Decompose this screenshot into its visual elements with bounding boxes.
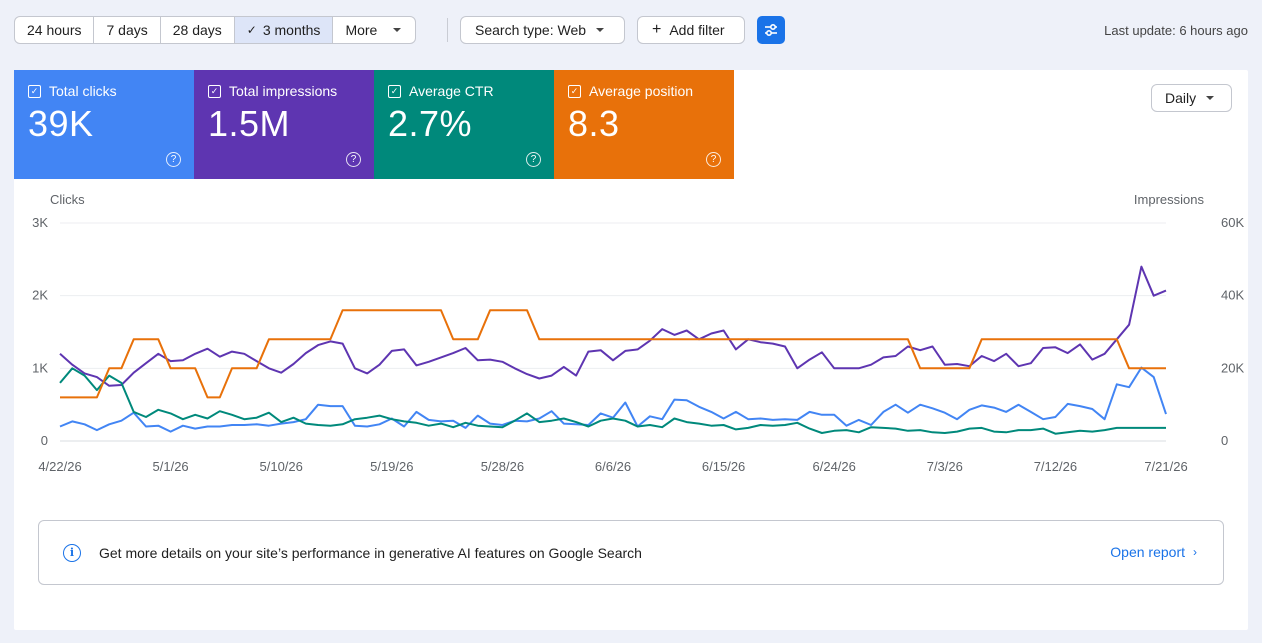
help-icon[interactable]: ?: [526, 152, 541, 167]
search-type-label: Search type: Web: [475, 22, 587, 38]
left-axis-title: Clicks: [50, 192, 85, 207]
banner-text: Get more details on your site’s performa…: [99, 544, 642, 561]
range-28-days[interactable]: 28 days: [161, 17, 235, 43]
metric-value: 8.3: [568, 103, 620, 144]
open-report-label: Open report: [1110, 544, 1185, 560]
right-tick-label: 40K: [1221, 288, 1244, 303]
range-label: 7 days: [106, 22, 148, 38]
metric-card-total-impressions[interactable]: ✓ Total impressions 1.5M ?: [194, 70, 374, 179]
x-tick-label: 5/19/26: [370, 459, 413, 474]
x-tick-label: 6/24/26: [813, 459, 856, 474]
help-icon[interactable]: ?: [166, 152, 181, 167]
metric-card-total-clicks[interactable]: ✓ Total clicks 39K ?: [14, 70, 194, 179]
toolbar: 24 hours 7 days 28 days ✓ 3 months More S…: [0, 0, 1262, 60]
series-line-total-clicks: [59, 366, 1167, 433]
date-range-segmented: 24 hours 7 days 28 days ✓ 3 months More: [14, 16, 417, 44]
check-icon: ✓: [246, 23, 257, 37]
right-tick-label: 20K: [1221, 360, 1244, 375]
metric-value: 2.7%: [388, 103, 473, 144]
search-type-dropdown[interactable]: Search type: Web: [460, 16, 625, 44]
last-update-text: Last update: 6 hours ago: [1104, 23, 1248, 38]
plus-icon: +: [652, 21, 662, 38]
left-tick-label: 3K: [32, 215, 48, 230]
performance-panel: ✓ Total clicks 39K ? ✓ Total impressions 1…: [14, 70, 1248, 630]
x-tick-label: 6/6/26: [595, 459, 631, 474]
metric-value: 1.5M: [208, 103, 291, 144]
info-icon: i: [63, 543, 81, 562]
right-tick-label: 0: [1221, 433, 1228, 448]
left-tick-label: 0: [41, 433, 48, 448]
help-icon[interactable]: ?: [346, 152, 361, 167]
range-label: 3 months: [262, 22, 321, 38]
right-axis-title: Impressions: [1134, 192, 1205, 207]
metric-label: Average CTR: [409, 83, 494, 99]
right-tick-label: 60K: [1221, 215, 1244, 230]
x-tick-label: 4/22/26: [38, 459, 81, 474]
sliders-icon: [765, 23, 777, 37]
range-more-dropdown[interactable]: More: [333, 17, 415, 43]
metric-label: Total clicks: [49, 83, 117, 99]
chevron-down-icon: [393, 28, 402, 32]
metric-card-average-position[interactable]: ✓ Average position 8.3 ?: [554, 70, 734, 179]
chevron-down-icon: [596, 28, 605, 32]
compare-settings-button[interactable]: [757, 16, 785, 44]
toolbar-divider: [447, 18, 448, 42]
performance-chart: Clicks Impressions 0 0 1K 20K 2K 40K 3K 60K 4/22/2…: [32, 192, 1244, 474]
series-line-average-ctr: [59, 367, 1166, 435]
checkbox-checked-icon[interactable]: ✓: [568, 84, 581, 98]
more-label: More: [345, 22, 378, 38]
range-7-days[interactable]: 7 days: [94, 17, 161, 43]
metric-value: 39K: [28, 103, 94, 144]
range-3-months[interactable]: ✓ 3 months: [234, 17, 334, 43]
help-icon[interactable]: ?: [706, 152, 721, 167]
granularity-label: Daily: [1165, 90, 1197, 106]
ai-features-banner: i Get more details on your site’s perfor…: [38, 520, 1224, 585]
chevron-right-icon: ›: [1193, 545, 1197, 559]
metric-label: Total impressions: [229, 83, 338, 99]
open-report-link[interactable]: Open report ›: [1110, 544, 1197, 560]
left-tick-label: 1K: [32, 360, 48, 375]
checkbox-checked-icon[interactable]: ✓: [28, 84, 41, 98]
left-tick-label: 2K: [32, 288, 48, 303]
add-filter-label: Add filter: [669, 22, 725, 38]
range-label: 28 days: [172, 22, 222, 38]
x-tick-label: 5/1/26: [153, 459, 189, 474]
series-line-average-position: [60, 309, 1166, 399]
checkbox-checked-icon[interactable]: ✓: [208, 84, 221, 98]
x-tick-label: 5/28/26: [481, 459, 524, 474]
x-tick-label: 7/21/26: [1144, 459, 1187, 474]
x-tick-label: 6/15/26: [702, 459, 745, 474]
granularity-dropdown[interactable]: Daily: [1151, 84, 1232, 112]
chevron-down-icon: [1206, 96, 1215, 100]
add-filter-button[interactable]: + Add filter: [637, 16, 745, 44]
checkbox-checked-icon[interactable]: ✓: [388, 84, 401, 98]
x-tick-label: 7/12/26: [1034, 459, 1077, 474]
metric-label: Average position: [589, 83, 694, 99]
metric-card-average-ctr[interactable]: ✓ Average CTR 2.7% ?: [374, 70, 554, 179]
x-tick-label: 5/10/26: [260, 459, 303, 474]
range-24-hours[interactable]: 24 hours: [15, 17, 95, 43]
x-tick-label: 7/3/26: [927, 459, 963, 474]
series-line-total-impressions: [59, 265, 1167, 387]
range-label: 24 hours: [27, 22, 82, 38]
